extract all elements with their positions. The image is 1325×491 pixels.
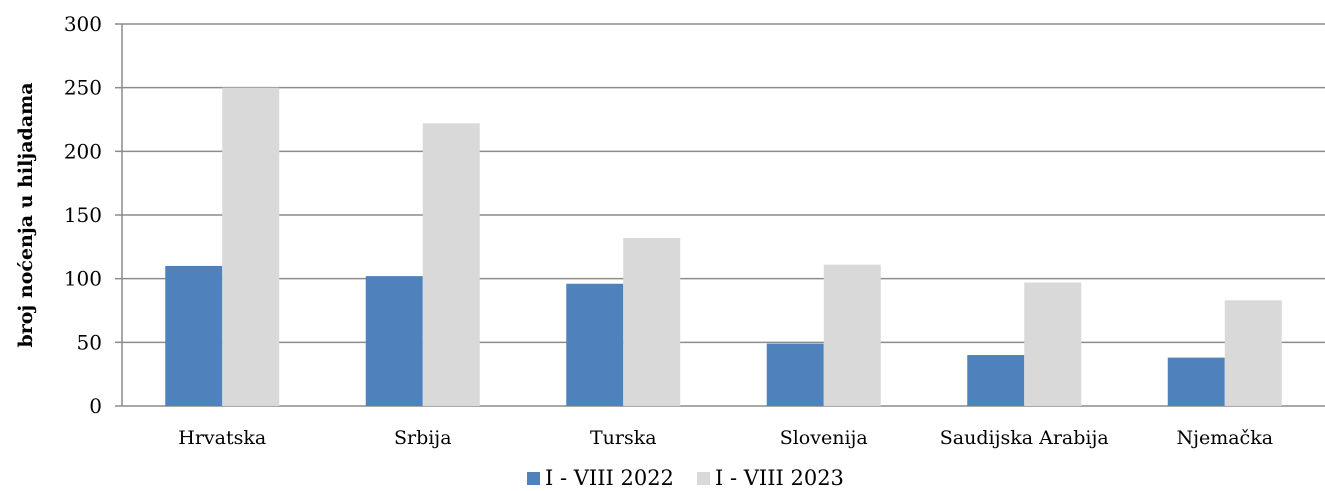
- x-category-label: Turska: [590, 427, 657, 449]
- bar-2022-srbija: [365, 276, 423, 406]
- y-tick-label: 150: [64, 203, 102, 227]
- y-tick-label: 0: [89, 394, 102, 418]
- x-category-label: Srbija: [394, 427, 452, 449]
- legend: I - VIII 2022 I - VIII 2023: [527, 466, 844, 490]
- x-category-label: Slovenija: [780, 427, 868, 449]
- bar-2022-njemačka: [1167, 357, 1225, 406]
- y-axis-ticks: 0 50 100 150 200 250 300: [64, 12, 102, 418]
- bar-2022-slovenija: [766, 343, 824, 406]
- legend-swatch: [527, 472, 540, 485]
- x-axis-categories: Hrvatska Srbija Turska Slovenija Saudijska A…: [178, 427, 1273, 449]
- y-tick-label: 100: [64, 267, 102, 291]
- gridlines: [115, 23, 1325, 407]
- bar-2023-saudijska-arabija: [1024, 282, 1082, 406]
- x-category-label: Saudijska Arabija: [940, 427, 1109, 449]
- y-tick-label: 50: [77, 330, 102, 354]
- y-tick-label: 300: [64, 12, 102, 36]
- y-tick-label: 200: [64, 139, 102, 163]
- bar-2022-hrvatska: [165, 265, 223, 406]
- bar-2022-saudijska-arabija: [967, 355, 1025, 406]
- bar-2023-njemačka: [1224, 300, 1282, 406]
- bar-2023-turska: [623, 237, 681, 406]
- y-axis-label: broj noćenja u hiljadama: [15, 82, 37, 347]
- x-category-label: Hrvatska: [178, 427, 266, 449]
- bar-2022-turska: [566, 283, 624, 406]
- bar-2023-srbija: [422, 123, 480, 406]
- bars: [165, 87, 1282, 407]
- bar-2023-slovenija: [823, 264, 881, 406]
- bar-2023-hrvatska: [222, 87, 280, 407]
- legend-swatch: [697, 472, 710, 485]
- legend-label: I - VIII 2023: [715, 466, 844, 490]
- x-category-label: Njemačka: [1176, 427, 1273, 449]
- y-tick-label: 250: [64, 76, 102, 100]
- legend-label: I - VIII 2022: [545, 466, 674, 490]
